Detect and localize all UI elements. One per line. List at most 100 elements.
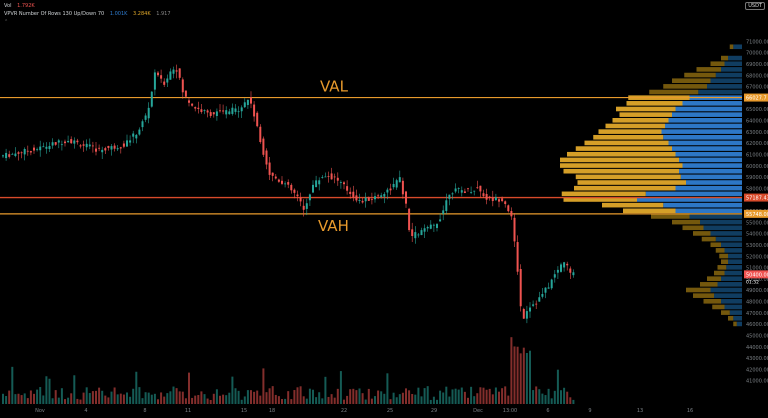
candle-body — [439, 219, 442, 222]
candle-body — [460, 190, 463, 193]
volume-bar — [547, 388, 550, 404]
candle-body — [172, 69, 175, 74]
volume-bar — [401, 392, 404, 404]
x-tick-label: 25 — [387, 408, 393, 414]
candle-body — [358, 199, 361, 201]
candle-body — [420, 230, 423, 236]
vp-down-bar — [672, 78, 711, 84]
candle-body — [48, 146, 51, 150]
vp-down-bar — [605, 123, 665, 129]
vp-down-bar — [733, 321, 737, 327]
volume-bar — [377, 390, 380, 404]
candle-body — [569, 268, 572, 273]
volume-bar — [181, 391, 184, 404]
vp-up-bar — [729, 310, 742, 315]
candle-body — [470, 192, 473, 193]
volume-bar — [95, 390, 97, 404]
vp-down-bar — [575, 146, 672, 151]
volume-bar — [212, 393, 215, 404]
volume-bar — [538, 389, 541, 404]
candle-body — [361, 200, 364, 203]
volume-bar — [178, 391, 181, 404]
vp-down-bar — [574, 185, 676, 191]
volume-bar — [150, 394, 153, 404]
candle-body — [178, 68, 181, 78]
volume-bar — [519, 353, 522, 404]
x-tick-label: 13:00 — [503, 408, 517, 414]
volume-bar — [485, 389, 488, 404]
volume-bar — [405, 388, 407, 404]
vp-down-bar — [712, 304, 725, 310]
volume-bar — [414, 394, 417, 404]
volume-bar — [60, 388, 63, 404]
candle-body — [442, 210, 445, 214]
volume-bar — [470, 386, 473, 404]
candle-body — [485, 193, 488, 200]
currency-button[interactable]: USDT — [745, 2, 765, 10]
volume-bar — [64, 399, 66, 404]
volume-bar — [302, 396, 305, 404]
volume-bar — [113, 387, 116, 404]
volume-bar — [147, 392, 150, 404]
volume-bar — [479, 387, 482, 404]
y-tick-label: 63000.00 — [746, 130, 768, 136]
candle-body — [308, 194, 311, 201]
candle-body — [157, 72, 159, 76]
candle-body — [42, 146, 45, 148]
y-tick-label: 43000.00 — [746, 356, 768, 362]
candle-body — [339, 182, 342, 183]
volume-bar — [408, 390, 411, 404]
vp-up-bar — [700, 219, 742, 225]
volume-bar — [299, 386, 302, 404]
volume-bar — [48, 378, 51, 404]
vp-down-bar — [560, 163, 683, 168]
vp-up-bar — [672, 146, 742, 151]
volume-bar — [473, 396, 476, 404]
y-tick-label: 59000.00 — [746, 175, 768, 181]
collapse-chevron-icon[interactable]: ⌃ — [4, 19, 9, 25]
x-tick-label: 15 — [241, 408, 247, 414]
candle-body — [547, 287, 550, 289]
candle-body — [507, 205, 510, 212]
candle-body — [281, 180, 283, 184]
volume-bar — [550, 398, 553, 404]
candle-body — [429, 224, 432, 229]
candle-body — [395, 180, 398, 188]
vp-up-bar — [675, 106, 742, 112]
vp-up-bar — [698, 89, 742, 95]
vp-down-bar — [563, 197, 637, 202]
volume-bar — [262, 368, 265, 404]
candle-body — [566, 263, 569, 266]
candle-body — [370, 199, 373, 201]
volume-bar — [129, 396, 132, 404]
vp-up-bar — [682, 101, 742, 106]
volume-bar — [454, 388, 457, 404]
candle-body — [101, 149, 104, 153]
candle-body — [51, 142, 54, 146]
volume-bar — [20, 395, 23, 404]
x-tick-label: 9 — [588, 408, 591, 414]
vp-up-bar — [714, 293, 742, 298]
candle-body — [352, 191, 355, 198]
vp-down-bar — [719, 253, 728, 259]
candle-body — [197, 107, 200, 109]
candle-body — [113, 145, 116, 149]
volume-bar — [88, 393, 91, 404]
volume-bar — [79, 399, 82, 404]
y-tick-label: 62000.00 — [746, 141, 768, 147]
candle-body — [163, 81, 166, 85]
candle-body — [82, 144, 85, 146]
candle-body — [184, 90, 187, 97]
candle-body — [132, 133, 135, 137]
vp-down-bar — [721, 310, 730, 315]
candle-body — [95, 148, 97, 152]
volume-bar — [76, 398, 79, 404]
candle-body — [188, 100, 190, 103]
y-tick-label: 47000.00 — [746, 311, 768, 317]
volume-bar — [132, 388, 135, 404]
vp-up-bar — [717, 282, 742, 287]
vp-up-bar — [672, 112, 742, 117]
candle-body — [482, 193, 485, 197]
volume-bar — [411, 393, 414, 404]
